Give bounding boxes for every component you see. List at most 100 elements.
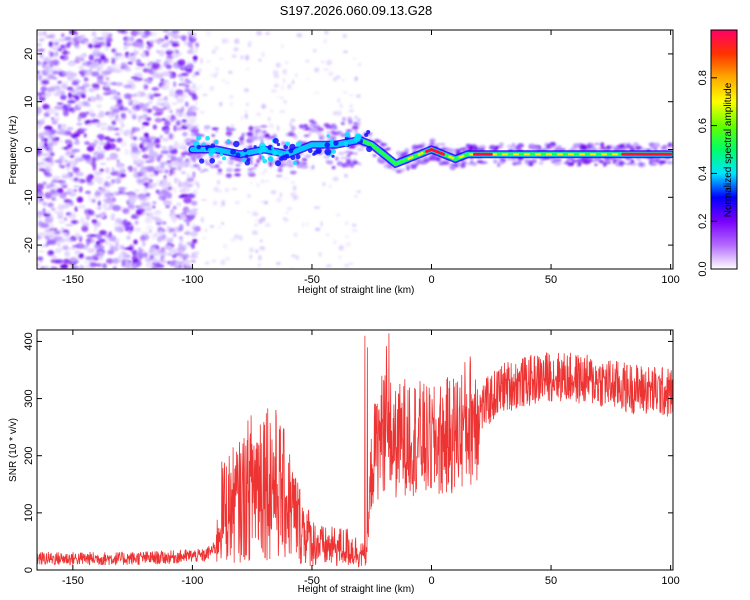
- spectrogram-x-tick-label: -150: [62, 274, 84, 286]
- spectrogram-blob: [113, 118, 121, 122]
- spectrogram-blob: [183, 160, 193, 163]
- spectrogram-blob: [135, 251, 144, 258]
- spectrogram-blob: [44, 191, 53, 199]
- spectrogram-blob: [83, 260, 92, 265]
- spectrogram-blob: [152, 124, 157, 130]
- spectrogram-blob: [553, 161, 561, 166]
- spectrogram-blob: [64, 159, 68, 163]
- spectrogram-blob: [320, 221, 323, 227]
- spectrogram-blob: [247, 193, 251, 199]
- spectrogram-blob: [142, 121, 150, 126]
- spectrogram-blob: [193, 155, 199, 158]
- spectrogram-blob: [115, 82, 124, 87]
- spectrogram-blob: [97, 152, 105, 160]
- spectrogram-blob: [44, 147, 50, 151]
- spectrogram-blob: [625, 157, 632, 161]
- spectrogram-blob: [200, 57, 203, 64]
- spectrogram-blob: [155, 189, 160, 194]
- spectrogram-blob: [93, 175, 101, 183]
- spectrogram-blob: [81, 154, 88, 159]
- spectrogram-blob: [59, 55, 65, 59]
- spectrogram-blob: [130, 52, 135, 57]
- spectrogram-blob: [152, 93, 162, 97]
- spectrogram-blob: [354, 195, 358, 198]
- spectrogram-blob: [186, 177, 195, 183]
- spectrogram-blob: [349, 103, 354, 109]
- spectrogram-blob: [133, 159, 137, 166]
- spectrogram-blob: [129, 249, 138, 253]
- spectrogram-blob: [224, 187, 229, 193]
- spectrogram-blob: [222, 243, 228, 249]
- spectrogram-blob: [338, 245, 344, 251]
- spectrogram-blob: [49, 141, 54, 147]
- spectrogram-blob: [66, 188, 74, 192]
- spectrogram-blob: [76, 91, 82, 95]
- spectrogram-blob: [107, 143, 117, 150]
- spectrogram-blob: [80, 87, 87, 95]
- spectrogram-blob: [176, 178, 181, 182]
- ridge-bubble: [258, 149, 263, 154]
- snr-frame: [36, 329, 674, 571]
- spectrogram-blob: [248, 125, 254, 132]
- spectrogram-blob: [100, 150, 106, 154]
- spectrogram-blob: [192, 111, 197, 118]
- spectrogram-blob: [377, 158, 381, 163]
- spectrogram-blob: [126, 246, 134, 251]
- spectrogram-blob: [420, 160, 428, 164]
- spectrogram-blob: [170, 114, 176, 118]
- spectrogram-blob: [379, 142, 388, 147]
- spectrogram-blob: [588, 143, 597, 146]
- spectrogram-blob: [117, 54, 127, 60]
- snr-y-ticks: 0 100 200 300 400: [23, 332, 673, 573]
- spectrogram-blob: [312, 48, 317, 53]
- spectrogram-blob: [157, 196, 167, 201]
- ridge-red-segment: [425, 147, 445, 156]
- spectrogram-blob: [100, 82, 108, 85]
- spectrogram-blob: [149, 252, 157, 256]
- spectrogram-blob: [134, 227, 142, 233]
- spectrogram-blob: [89, 113, 97, 118]
- spectrogram-blob: [326, 59, 333, 66]
- spectrogram-blob: [438, 161, 445, 166]
- spectrogram-blob: [67, 72, 72, 77]
- spectrogram-blob: [259, 246, 266, 251]
- spectrogram-blob: [65, 163, 71, 167]
- spectrogram-blob: [245, 67, 250, 71]
- spectrogram-blob: [372, 154, 377, 157]
- spectrogram-blob: [211, 133, 216, 138]
- spectrogram-blob: [40, 153, 50, 157]
- spectrogram-blob: [110, 127, 117, 131]
- spectrogram-blob: [46, 183, 56, 188]
- spectrogram-blob: [429, 142, 436, 146]
- spectrogram-blob: [74, 232, 81, 239]
- spectrogram-blob: [145, 225, 154, 230]
- spectrogram-blob: [111, 69, 116, 73]
- ridge-bubble: [329, 139, 334, 144]
- spectrogram-blob: [351, 125, 359, 130]
- spectrogram-blob: [436, 156, 441, 162]
- spectrogram-blob: [66, 41, 71, 48]
- spectrogram-blob: [265, 32, 270, 35]
- spectrogram-blob: [105, 77, 110, 81]
- spectrogram-blob: [649, 162, 658, 166]
- ridge-bubble: [364, 132, 369, 138]
- spectrogram-blob: [133, 189, 140, 193]
- spectrogram-blob: [354, 115, 358, 120]
- spectrogram-blob: [145, 262, 153, 268]
- ridge-bubble: [285, 141, 291, 147]
- ridge-bubble: [196, 144, 201, 150]
- spectrogram-blob: [140, 114, 149, 120]
- spectrogram-blob: [218, 226, 222, 229]
- spectrogram-blob: [127, 61, 133, 65]
- spectrogram-blob: [71, 80, 79, 86]
- spectrogram-blob: [325, 124, 330, 129]
- spectrogram-blob: [268, 135, 276, 140]
- spectrogram-blob: [262, 134, 271, 138]
- ridge-bubble: [278, 153, 283, 157]
- spectrogram-blob: [280, 44, 284, 49]
- spectrogram-blob: [151, 74, 156, 79]
- spectrogram-blob: [187, 107, 193, 113]
- spectrogram-blob: [72, 219, 77, 225]
- spectrogram-blob: [118, 254, 122, 260]
- spectrogram-blob: [123, 40, 127, 46]
